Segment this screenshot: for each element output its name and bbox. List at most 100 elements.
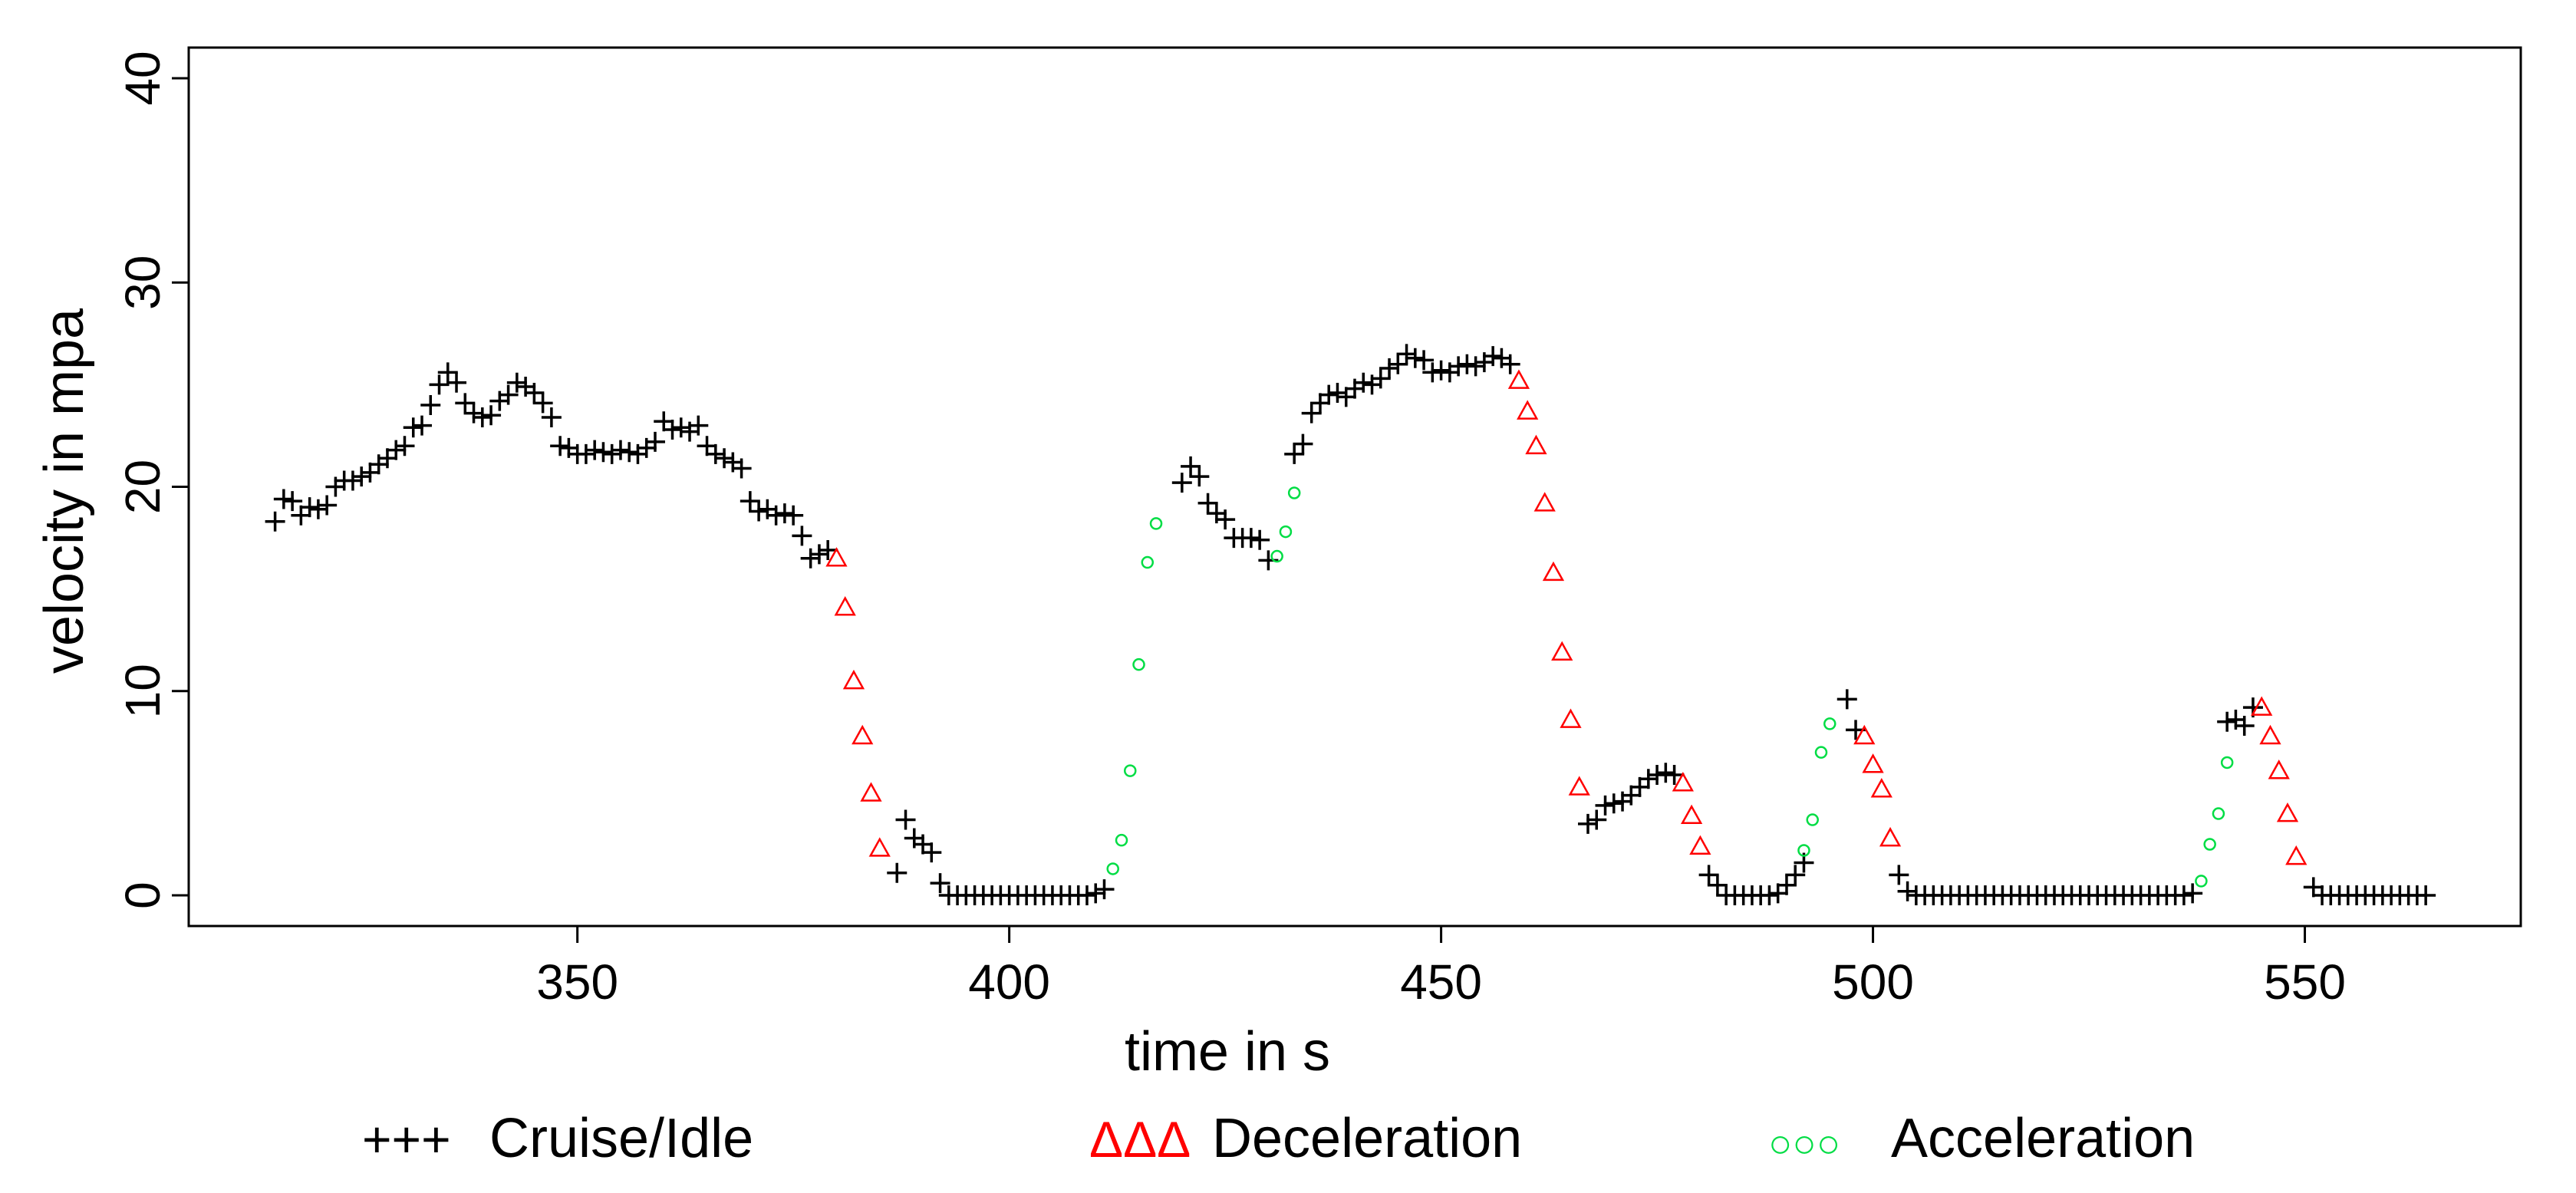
deceleration-point <box>2259 724 2281 745</box>
cruise-point <box>308 499 328 519</box>
deceleration-point <box>1533 492 1556 512</box>
cruise-point <box>1897 881 1918 901</box>
cruise-point <box>2217 711 2238 732</box>
cruise-point <box>1664 764 1685 785</box>
cruise-point <box>1094 879 1115 900</box>
cruise-point <box>930 873 950 894</box>
cruise-point <box>585 440 605 460</box>
cruise-point <box>455 393 476 414</box>
x-tick-label: 550 <box>2264 954 2346 1010</box>
acceleration-point <box>2203 838 2216 851</box>
cruise-point <box>1776 875 1797 895</box>
x-tick-label: 500 <box>1832 954 1914 1010</box>
acceleration-point <box>1141 555 1155 569</box>
deceleration-point <box>1551 641 1573 661</box>
cruise-point <box>1171 473 1192 493</box>
cruise-point <box>1698 865 1719 885</box>
cruise-point <box>731 458 752 479</box>
acceleration-point <box>2195 875 2208 888</box>
acceleration-point <box>1287 486 1301 499</box>
cruise-point <box>1284 443 1305 464</box>
cruise-point <box>1448 356 1469 377</box>
acceleration-point <box>1124 764 1137 777</box>
cruise-point <box>1414 350 1435 371</box>
deceleration-point <box>825 547 848 567</box>
cruise-point <box>2416 885 2436 906</box>
cruise-point <box>1336 387 1356 407</box>
cruise-point <box>282 491 303 512</box>
cruise-point <box>593 442 614 463</box>
acceleration-point <box>1814 746 1828 759</box>
cruise-point <box>463 403 484 423</box>
cruise-point <box>1836 689 1857 710</box>
cruise-point <box>619 442 640 463</box>
cruise-point <box>273 489 294 509</box>
cruise-point <box>2173 885 2194 906</box>
cruise-point <box>740 491 760 512</box>
cruise-point <box>342 470 363 491</box>
cruise-point <box>498 384 519 405</box>
cruise-point <box>377 448 397 469</box>
cruise-point <box>1422 362 1443 383</box>
cruise-point <box>1500 354 1520 374</box>
cruise-point <box>317 495 338 516</box>
cruise-point <box>429 374 450 395</box>
cruise-point <box>1603 793 1624 814</box>
cruise-point <box>809 544 829 565</box>
cruise-point <box>1197 493 1218 513</box>
acceleration-point <box>1279 525 1293 539</box>
cruise-point <box>524 383 545 404</box>
cruise-point <box>800 548 821 568</box>
acceleration-point <box>1797 844 1810 857</box>
cruise-point <box>532 393 553 414</box>
cruise-point <box>1785 865 1806 885</box>
cruise-point <box>766 505 786 526</box>
deceleration-point <box>1689 835 1711 855</box>
deceleration-point <box>842 669 865 690</box>
deceleration-point <box>1680 804 1703 825</box>
cruise-point <box>921 842 942 863</box>
deceleration-point <box>1853 724 1876 745</box>
acceleration-point <box>1106 862 1119 875</box>
deceleration-point <box>2285 845 2308 865</box>
acceleration-point <box>1270 549 1283 563</box>
cruise-point <box>1319 384 1339 405</box>
cruise-point <box>887 862 908 883</box>
cruise-point <box>1578 813 1598 834</box>
cruise-point <box>1388 354 1408 374</box>
cruise-point <box>1457 354 1477 374</box>
acceleration-point <box>1806 813 1819 826</box>
legend-acceleration-symbol: ○○○ <box>1768 1122 1840 1166</box>
deceleration-point <box>834 596 856 616</box>
deceleration-point <box>1568 776 1590 796</box>
cruise-point <box>1301 403 1322 423</box>
x-tick-label: 350 <box>536 954 618 1010</box>
cruise-point <box>1396 344 1417 364</box>
legend: +++ Cruise/Idle ΔΔΔ Deceleration ○○○ Acc… <box>362 1108 2195 1169</box>
deceleration-point <box>1879 826 1902 847</box>
cruise-point <box>1181 456 1201 476</box>
deceleration-point <box>1542 561 1565 582</box>
cruise-point <box>2234 716 2255 737</box>
deceleration-point <box>1507 369 1530 389</box>
cruise-point <box>1085 883 1106 904</box>
cruise-point <box>1309 393 1330 414</box>
cruise-point <box>1595 795 1616 816</box>
cruise-point <box>291 505 311 526</box>
cruise-point <box>575 443 596 464</box>
deceleration-point <box>852 724 874 745</box>
y-tick-label: 20 <box>115 460 170 514</box>
cruise-point <box>662 419 683 440</box>
deceleration-point <box>2268 760 2290 779</box>
cruise-point <box>610 440 631 460</box>
acceleration-point <box>1115 833 1128 847</box>
cruise-point <box>1076 885 1097 906</box>
cruise-point <box>654 411 674 432</box>
deceleration-point <box>1870 778 1892 798</box>
cruise-point <box>1293 433 1313 454</box>
deceleration-point <box>868 837 891 857</box>
cruise-point <box>1189 466 1210 487</box>
cruise-point <box>412 415 432 436</box>
cruise-point <box>2303 877 2324 898</box>
